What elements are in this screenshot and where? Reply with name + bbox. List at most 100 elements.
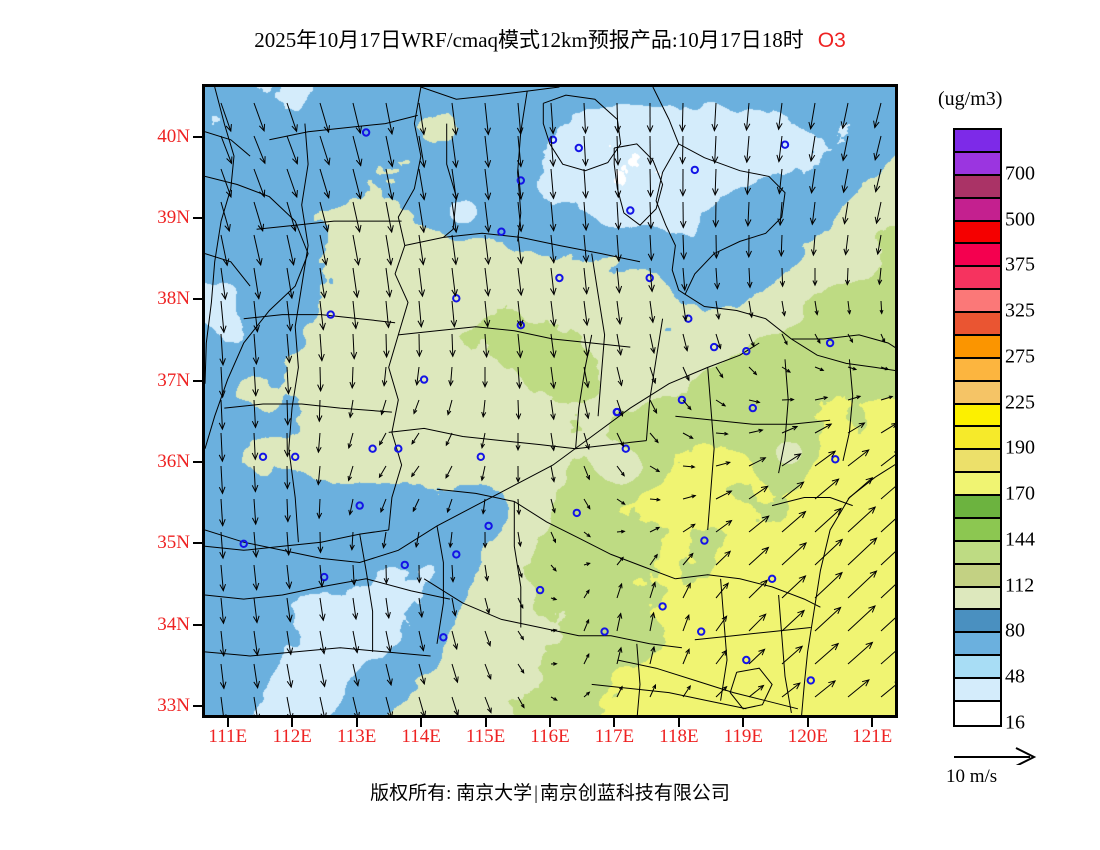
x-axis-tick-114E: 114E <box>401 726 441 747</box>
wind-vector <box>814 478 840 500</box>
wind-vector <box>550 300 557 328</box>
boundary-line <box>591 683 747 710</box>
wind-vector <box>814 571 843 599</box>
wind-vector <box>413 399 420 415</box>
colorbar-band-4 <box>955 221 1000 245</box>
wind-vector <box>748 300 754 319</box>
wind-vector <box>781 426 799 434</box>
wind-vector <box>416 333 423 358</box>
colorbar-band-23 <box>955 656 1000 679</box>
wind-vector <box>319 267 327 299</box>
city-station-marker <box>697 627 706 636</box>
wind-vector <box>781 510 807 533</box>
boundary-line <box>636 643 641 715</box>
city-station-marker <box>497 227 506 236</box>
city-station-marker <box>690 165 699 175</box>
wind-vector <box>482 333 490 359</box>
wind-vector <box>649 611 656 632</box>
wind-vector <box>583 399 590 420</box>
wind-vector <box>744 168 752 196</box>
wind-vector <box>517 267 524 297</box>
wind-vector <box>253 663 260 690</box>
boundary-line <box>205 253 251 287</box>
colorbar-label-500: 500 <box>1005 208 1035 231</box>
wind-vector <box>748 399 761 404</box>
boundary-line <box>436 525 444 644</box>
wind-vector <box>649 683 656 698</box>
boundary-line <box>613 143 664 226</box>
colorbar-label-375: 375 <box>1005 253 1035 276</box>
wind-vector <box>616 582 623 599</box>
boundary-line <box>801 464 895 715</box>
boundary-line <box>617 659 799 710</box>
wind-vector <box>516 498 522 516</box>
wind-vector <box>411 465 420 478</box>
forecast-map-plot[interactable] <box>202 84 898 718</box>
footer-separator: | <box>534 783 538 804</box>
wind-vector <box>549 102 556 135</box>
wind-vector <box>847 570 878 599</box>
colorbar-label-170: 170 <box>1005 482 1035 505</box>
wind-vector <box>583 432 590 451</box>
wind-vector <box>880 584 895 599</box>
wind-vector <box>218 465 226 495</box>
wind-vector <box>517 630 525 641</box>
wind-vector <box>319 102 330 134</box>
wind-vector <box>550 628 558 633</box>
wind-vector <box>283 432 291 458</box>
wind-vector <box>781 397 795 402</box>
wind-vector <box>484 630 491 647</box>
x-axis-tick-118E: 118E <box>659 726 699 747</box>
wind-vector <box>616 556 624 566</box>
wind-vector <box>385 597 391 620</box>
wind-vector <box>748 546 770 566</box>
wind-arrow-icon <box>954 747 1037 765</box>
wind-vector <box>847 537 878 566</box>
wind-vector <box>776 168 784 195</box>
city-station-marker <box>677 395 687 405</box>
wind-vector <box>414 366 421 387</box>
wind-vector <box>748 613 767 632</box>
wind-vector <box>880 551 895 566</box>
colorbar[interactable] <box>953 128 1002 727</box>
wind-vector <box>746 267 753 289</box>
wind-vector <box>418 201 427 234</box>
boundary-line <box>542 94 622 172</box>
wind-vector <box>384 300 392 329</box>
wind-vector <box>446 498 453 514</box>
city-station-marker <box>700 536 709 545</box>
wind-vector <box>379 432 387 446</box>
boundary-line <box>645 318 664 441</box>
wind-vector <box>450 564 456 583</box>
city-station-marker <box>419 375 429 384</box>
title-text: 2025年10月17日WRF/cmaq模式12km预报产品:10月17日18时 <box>254 28 804 52</box>
wind-vector <box>748 515 770 533</box>
footer-right: 南京创蓝科技有限公司 <box>539 783 730 804</box>
wind-vector <box>809 168 816 195</box>
wind-vector <box>549 168 557 200</box>
wind-vector <box>550 399 556 421</box>
wind-vector <box>814 423 833 434</box>
wind-vector <box>614 201 622 231</box>
wind-vector <box>418 168 427 201</box>
wind-vector <box>744 135 751 164</box>
wind-vector <box>350 333 358 360</box>
colorbar-band-18 <box>955 541 1000 565</box>
y-axis-tick-36N: 36N <box>157 450 190 472</box>
boundary-line <box>205 578 451 600</box>
wind-vector <box>517 168 524 201</box>
wind-vector <box>616 498 626 505</box>
x-axis-tick-113E: 113E <box>336 726 377 747</box>
wind-vector <box>253 135 266 165</box>
wind-vector <box>418 102 427 136</box>
wind-vector <box>352 267 360 299</box>
wind-vector <box>286 102 298 133</box>
wind-vector <box>550 498 556 514</box>
wind-vector <box>682 399 692 411</box>
wind-vector <box>319 135 331 166</box>
wind-vector <box>451 201 459 234</box>
wind-vector <box>583 366 590 389</box>
wind-vector <box>810 234 817 257</box>
wind-vector <box>316 465 322 486</box>
wind-vector <box>318 333 325 362</box>
